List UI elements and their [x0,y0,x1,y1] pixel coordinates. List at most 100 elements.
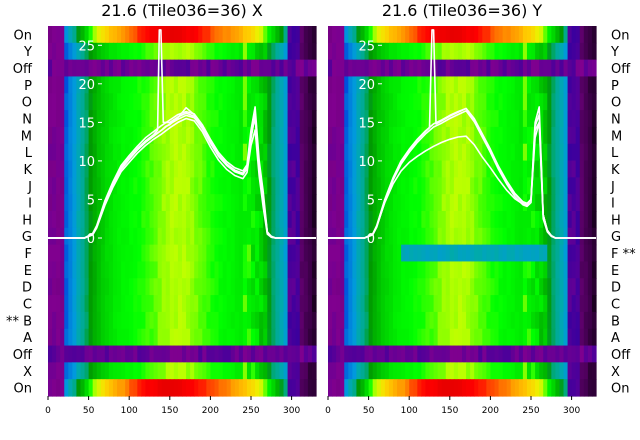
heatmap-cell [352,76,358,94]
heatmap-cell [571,177,577,195]
heatmap-cell [401,295,406,313]
heatmap-cell [551,311,556,330]
heatmap-cell [104,143,110,162]
heatmap-cell [429,379,435,397]
heatmap-cell [522,93,528,111]
heatmap-cell [299,59,305,78]
heatmap-cell [421,345,427,363]
heatmap-cell [401,110,406,128]
heatmap-cell [535,126,540,145]
heatmap-cell [510,345,516,363]
heatmap-cell [255,110,260,128]
heatmap-cell [336,42,341,61]
heatmap-cell [547,311,552,330]
heatmap-cell [251,345,256,363]
heatmap-cell [571,211,577,229]
heatmap-cell [173,345,179,363]
heatmap-cell [518,110,524,128]
heatmap-cell [425,177,431,195]
heatmap-cell [92,295,98,313]
heatmap-cell [251,379,256,397]
heatmap-cell [190,227,195,246]
heatmap-cell [279,345,285,363]
row-label: On [14,28,32,43]
heatmap-cell [149,227,155,246]
heatmap-cell [206,177,212,195]
heatmap-cell [526,126,532,145]
heatmap-cell [380,126,386,145]
heatmap-cell [88,244,94,263]
heatmap-cell [194,160,199,178]
heatmap-cell [437,59,443,78]
heatmap-cell [218,244,224,263]
heatmap-cell [177,160,183,178]
heatmap-cell [531,76,536,94]
heatmap-cell [52,345,57,363]
heatmap-cell [376,362,382,380]
heatmap-cell [259,59,264,78]
heatmap-cell [340,211,345,229]
heatmap-cell [437,93,443,111]
heatmap-cell [311,211,317,229]
heatmap-cell [88,295,94,313]
heatmap-cell [92,110,98,128]
heatmap-cell [498,311,504,330]
heatmap-cell [230,261,236,279]
heatmap-cell [230,59,236,78]
heatmap-cell [251,328,256,347]
heatmap-cell [222,244,228,263]
heatmap-cell [214,160,220,178]
heatmap-cell [303,143,309,162]
heatmap-cell [226,160,232,178]
heatmap-cell [579,42,585,61]
heatmap-cell [182,278,187,296]
heatmap-cell [579,345,585,363]
heatmap-cell [587,26,593,44]
heatmap-cell [514,93,520,111]
heatmap-cell [234,261,240,279]
heatmap-cell [486,211,492,229]
heatmap-cell [506,227,512,246]
heatmap-cell [506,261,512,279]
heatmap-cell [210,194,216,212]
heatmap-cell [575,177,581,195]
heatmap-cell [571,295,577,313]
heatmap-cell [340,244,345,263]
heatmap-cell [182,295,187,313]
heatmap-cell [246,93,252,111]
heatmap-cell [194,261,199,279]
heatmap-cell [307,143,313,162]
heatmap-cell [453,211,459,229]
heatmap-cell [457,295,463,313]
heatmap-cell [125,26,130,44]
heatmap-cell [299,93,305,111]
heatmap-cell [182,59,187,78]
heatmap-cell [571,160,577,178]
heatmap-cell [352,177,358,195]
heatmap-cell [563,328,569,347]
heatmap-cell [56,143,61,162]
heatmap-cell [80,295,86,313]
heatmap-cell [441,278,447,296]
heatmap-cell [303,362,309,380]
heatmap-cell [494,126,500,145]
heatmap-cell [340,328,345,347]
heatmap-cell [587,278,593,296]
heatmap-cell [307,244,313,263]
heatmap-cell [547,345,552,363]
heatmap-cell [60,110,65,128]
heatmap-cell [502,295,508,313]
heatmap-cell [137,295,142,313]
heatmap-cell [226,328,232,347]
heatmap-cell [52,26,57,44]
heatmap-cell [145,328,151,347]
heatmap-cell [112,42,118,61]
heatmap-cell [498,26,504,44]
heatmap-cell [299,126,305,145]
heatmap-cell [413,59,418,78]
heatmap-cell [299,295,305,313]
heatmap-cell [161,126,167,145]
heatmap-cell [344,379,349,397]
heatmap-cell [539,194,544,212]
heatmap-cell [518,42,524,61]
